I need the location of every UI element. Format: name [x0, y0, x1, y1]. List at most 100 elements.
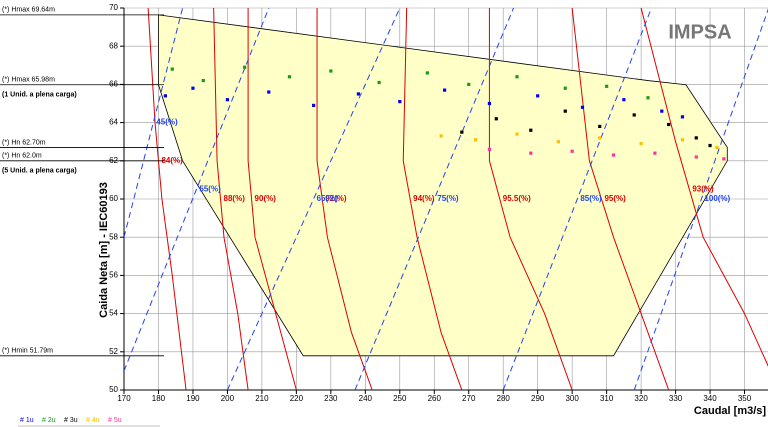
annotation: (*) Hn 62.70m — [2, 139, 46, 146]
legend-entry: # 4u — [86, 417, 100, 424]
data-point — [287, 75, 292, 79]
data-point — [170, 67, 174, 71]
x-tick-label: 280 — [497, 394, 511, 403]
y-tick-label: 56 — [109, 271, 118, 280]
data-point — [443, 88, 447, 92]
data-point — [225, 98, 230, 102]
x-tick-label: 200 — [221, 394, 235, 403]
data-point — [694, 155, 698, 159]
legend-entry: # 3u — [64, 417, 78, 424]
x-tick-label: 240 — [359, 394, 373, 403]
data-point — [680, 138, 685, 142]
efficiency-curve-label: 94(%) — [413, 194, 435, 203]
opening-line-label: 45(%) — [156, 118, 178, 127]
opening-line — [633, 8, 768, 390]
data-point — [356, 92, 361, 96]
y-tick-label: 64 — [109, 118, 118, 127]
y-tick-label: 70 — [109, 3, 118, 12]
efficiency-curve — [213, 8, 249, 390]
x-tick-label: 270 — [462, 394, 476, 403]
efficiency-curve-label: 88(%) — [224, 194, 246, 203]
x-tick-label: 330 — [669, 394, 683, 403]
opening-line-label: 100(%) — [704, 194, 730, 203]
opening-line-label: 55(%) — [199, 185, 221, 194]
data-point — [312, 103, 316, 108]
opening-line-label: 75(%) — [437, 194, 459, 203]
data-point — [622, 98, 626, 102]
opening-line-label: 85(%) — [580, 194, 602, 203]
data-point — [267, 90, 271, 94]
legend-entry: # 5u — [108, 417, 122, 424]
data-point — [201, 78, 205, 83]
data-point — [460, 130, 464, 134]
data-point — [191, 86, 195, 90]
data-point — [563, 86, 567, 90]
x-tick-label: 340 — [703, 394, 717, 403]
data-point — [515, 132, 519, 136]
data-point — [598, 124, 602, 129]
data-point — [398, 99, 402, 104]
efficiency-curve-label: 84(%) — [161, 156, 183, 165]
efficiency-curve-label: 92(%) — [325, 194, 347, 203]
x-axis-label: Caudal [m3/s] — [694, 405, 766, 417]
x-tick-label: 310 — [600, 394, 614, 403]
legend-entry: # 2u — [42, 417, 56, 424]
efficiency-curve — [316, 8, 373, 390]
x-tick-label: 210 — [255, 394, 269, 403]
efficiency-curve-label: 90(%) — [255, 194, 277, 203]
data-point — [598, 136, 602, 140]
annotation: (*) Hn 62.0m — [2, 153, 42, 160]
efficiency-curve — [488, 8, 573, 390]
annotation: (5 Unid. a plena carga) — [2, 168, 77, 175]
data-point — [563, 109, 567, 113]
data-point — [536, 94, 540, 98]
x-tick-label: 260 — [428, 394, 442, 403]
x-tick-label: 190 — [186, 394, 200, 403]
data-point — [580, 105, 585, 109]
x-tick-label: 320 — [634, 394, 648, 403]
data-point — [722, 157, 726, 161]
data-point — [529, 151, 533, 155]
legend-entry: # 1u — [20, 417, 34, 424]
efficiency-curve-label: 95(%) — [604, 194, 626, 203]
data-point — [529, 128, 533, 132]
data-point — [494, 117, 498, 121]
data-point — [611, 153, 616, 157]
data-point — [439, 134, 443, 138]
data-point — [487, 101, 492, 106]
efficiency-curve — [247, 8, 297, 390]
y-tick-label: 52 — [109, 347, 118, 356]
data-point — [556, 140, 560, 144]
y-tick-label: 60 — [109, 194, 118, 203]
data-point — [639, 142, 643, 146]
annotation: (*) Hmax 65.98m — [2, 77, 55, 84]
data-point — [660, 109, 664, 113]
y-tick-label: 58 — [109, 232, 118, 241]
efficiency-curve — [402, 8, 463, 390]
opening-line — [502, 8, 652, 390]
annotation: (*) Hmax 69.64m — [2, 7, 55, 14]
y-tick-label: 54 — [109, 309, 118, 318]
efficiency-curve-label: 95.5(%) — [503, 194, 531, 203]
x-tick-label: 290 — [531, 394, 545, 403]
overlay: 170 180 190 200 210 220 230 240 250 260 270 280 290 3… — [0, 3, 752, 427]
data-point — [570, 149, 574, 153]
x-tick-label: 230 — [324, 394, 338, 403]
data-point — [377, 80, 381, 85]
opening-line-label: 65(%) — [317, 194, 339, 203]
data-point — [163, 94, 167, 98]
x-tick-label: 350 — [738, 394, 752, 403]
data-point — [329, 69, 333, 73]
data-point — [708, 143, 712, 148]
x-tick-label: 250 — [393, 394, 407, 403]
x-tick-label: 180 — [152, 394, 166, 403]
efficiency-curve — [571, 8, 670, 390]
data-point — [715, 145, 719, 150]
data-point — [694, 136, 698, 140]
efficiency-curve — [640, 8, 768, 367]
data-point — [646, 96, 650, 100]
y-tick-label: 50 — [109, 385, 118, 394]
data-point — [632, 113, 636, 117]
opening-line — [354, 8, 515, 390]
